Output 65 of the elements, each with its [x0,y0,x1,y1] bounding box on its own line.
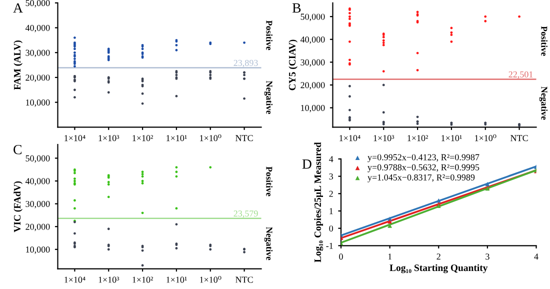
legend-label: y=0.9788x−0.5632, R²=0.9995 [368,164,480,172]
y-axis-title: FAM (ALV) [14,40,23,90]
chart-title: C [14,144,22,154]
ref-line-label: 23,579 [234,210,258,218]
ref-line-label: 23,893 [234,60,258,68]
x-tick-label: 1×10⁴ [340,135,360,142]
x-tick-label: 1 [388,254,392,260]
chart-title: D [302,159,312,169]
y-tick-label: 1 [330,208,333,214]
y-tick-label: 50,000 [300,14,325,22]
y-tick-label: 30,000 [300,59,325,67]
text: Positive [266,20,272,50]
x-tick-label: 1×10¹ [166,276,187,283]
text: Positive [541,26,548,56]
y-tick-label: 0 [329,225,334,232]
y-tick-label: 30,000 [26,50,50,58]
x-tick-label: 1×10⁴ [64,135,86,142]
y-tick-label: 50,000 [26,0,50,8]
ref-line-label: 22,501 [508,71,533,79]
y-axis-title: Log₁₀ Copies/25μL Measured [314,142,324,262]
y-tick-label: 20,000 [300,82,325,90]
y-tick-label: 40,000 [25,24,50,32]
y-tick-label: 10,000 [26,246,50,254]
x-tick-label: 4 [534,254,538,260]
x-axis-title: Log₁₀ Starting Quantity [390,264,488,274]
y-tick-label: 40,000 [25,178,50,186]
text: Positive [266,166,272,196]
chart-title: B [292,3,301,13]
legend-label: y=1.045x−0.8317, R²=0.9989 [368,174,475,182]
y-tick-label: 2 [329,190,333,197]
x-tick-label: 1×10⁰ [200,276,222,283]
x-tick-label: 1×10³ [98,135,120,142]
y-axis-title: VIC (FAdV) [14,181,23,232]
y-tick-label: 10,000 [301,104,325,112]
x-tick-label: 1×10³ [374,135,394,142]
x-tick-label: 1×10⁴ [64,276,86,283]
chart-title: A [13,3,23,13]
text: Negative [264,80,273,114]
x-tick-label: 1×10² [408,135,428,142]
x-tick-label: 2 [436,254,440,260]
legend-label: y=0.9952x−0.4123, R²=0.9987 [368,154,480,162]
x-tick-label: 1×10¹ [442,135,462,142]
y-tick-label: 20,000 [26,224,50,232]
x-tick-label: NTC [236,135,253,142]
x-tick-label: 1×10⁰ [475,134,496,142]
y-tick-label: 3 [329,173,334,180]
x-tick-label: 3 [486,254,490,260]
y-tick-label: 20,000 [26,74,50,82]
x-tick-label: 1×10² [132,135,154,142]
y-tick-label: 30,000 [26,200,50,208]
y-tick-label: 50,000 [26,155,50,163]
x-tick-label: 1×10⁰ [200,134,222,142]
x-tick-label: NTC [236,276,253,283]
x-tick-label: 1×10¹ [166,135,187,142]
y-tick-label: 40,000 [300,36,325,44]
y-tick-label: 4 [329,156,334,162]
x-tick-label: NTC [510,135,528,142]
text: Negative [539,86,548,120]
y-tick-label: -1 [326,242,333,249]
x-tick-label: 1×10² [132,276,154,283]
x-tick-label: 1×10³ [98,276,120,283]
x-tick-label: 0 [339,254,343,260]
text: Negative [264,226,273,260]
y-axis-title: CY5 (CIAV) [288,40,298,90]
y-tick-label: 10,000 [26,99,50,107]
